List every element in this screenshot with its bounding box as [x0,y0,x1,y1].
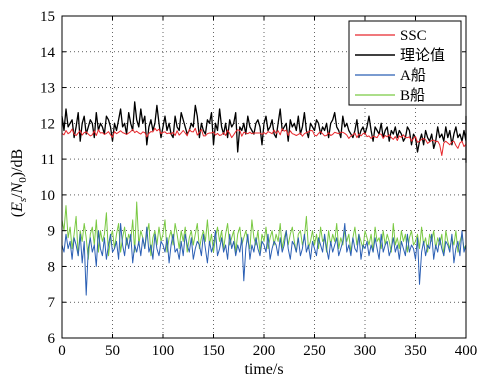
y-axis-label-e: E [9,202,26,213]
y-tick-label: 6 [48,331,56,347]
y-tick-label: 7 [48,295,56,311]
series-layer [61,101,467,296]
x-tick-label: 250 [303,343,326,359]
y-axis-label-open: ( [9,212,26,217]
y-axis-label: (Es/N0)/dB [9,149,29,217]
y-axis-label-sub-s: s [17,198,29,202]
y-tick-label: 9 [48,224,56,240]
series-line-ship-a [61,223,467,296]
series-line-theory [61,101,467,163]
tick-layer: 0 50 100 150 200 250 300 350 400 6 7 8 9 10 11 12 13 14 15 [40,9,477,359]
y-axis-label-close: )/dB [9,149,26,177]
x-tick-label: 100 [152,343,175,359]
x-tick-label: 350 [404,343,427,359]
y-tick-label: 8 [48,259,56,275]
series-line-ssc [61,127,467,158]
x-tick-label: 150 [202,343,225,359]
x-axis-label: time/s [244,361,283,377]
y-tick-label: 13 [40,81,55,97]
y-axis-label-sub-0: 0 [17,177,29,183]
y-tick-label: 15 [40,9,55,25]
legend: SSC 理论值 A船 B船 [348,20,462,106]
x-tick-label: 0 [58,343,66,359]
x-tick-label: 300 [354,343,377,359]
y-tick-label: 12 [40,116,55,132]
series-line-ship-b [61,201,467,278]
legend-label-ship-b: B船 [400,87,425,104]
x-tick-label: 400 [455,343,478,359]
legend-label-ship-a: A船 [400,67,426,84]
legend-label-theory: 理论值 [400,47,445,64]
y-tick-label: 10 [40,188,55,204]
y-tick-label: 14 [40,45,56,61]
y-tick-label: 11 [41,152,55,168]
legend-label-ssc: SSC [400,28,427,44]
x-tick-label: 200 [253,343,276,359]
y-axis-label-n: N [9,181,26,194]
x-tick-label: 50 [105,343,120,359]
grid-layer [62,16,466,338]
y-axis-label-slash: / [9,193,26,198]
